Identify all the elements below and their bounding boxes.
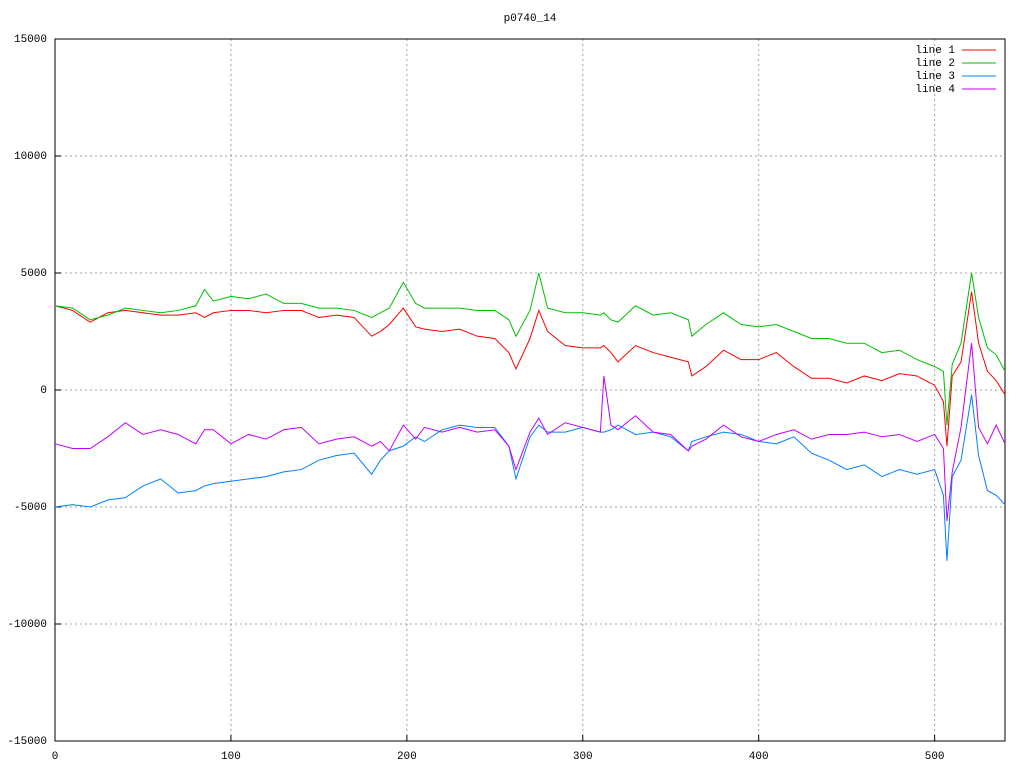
x-tick-label: 500 (925, 751, 945, 763)
y-tick-label: 15000 (14, 34, 47, 46)
plot-frame (54, 38, 1006, 742)
legend-label: line 3 (915, 71, 955, 83)
x-tick-label: 300 (573, 751, 593, 763)
legend-label: line 2 (915, 58, 955, 70)
y-tick-label: -5000 (14, 502, 47, 514)
y-tick-label: 0 (40, 385, 47, 397)
legend-label: line 4 (915, 84, 955, 96)
series-line (54, 291, 1006, 447)
y-tick-label: -10000 (7, 619, 47, 631)
y-tick-label: -15000 (7, 736, 47, 748)
chart-title: p0740_14 (504, 13, 557, 25)
series-line (54, 343, 1006, 522)
y-tick-label: 5000 (21, 268, 47, 280)
x-tick-label: 200 (397, 751, 417, 763)
y-tick-label: 10000 (14, 151, 47, 163)
series-line (54, 394, 1006, 561)
x-tick-label: 0 (52, 751, 59, 763)
x-tick-label: 100 (221, 751, 241, 763)
series-line (54, 272, 1006, 426)
x-tick-label: 400 (749, 751, 769, 763)
legend-label: line 1 (915, 45, 955, 57)
